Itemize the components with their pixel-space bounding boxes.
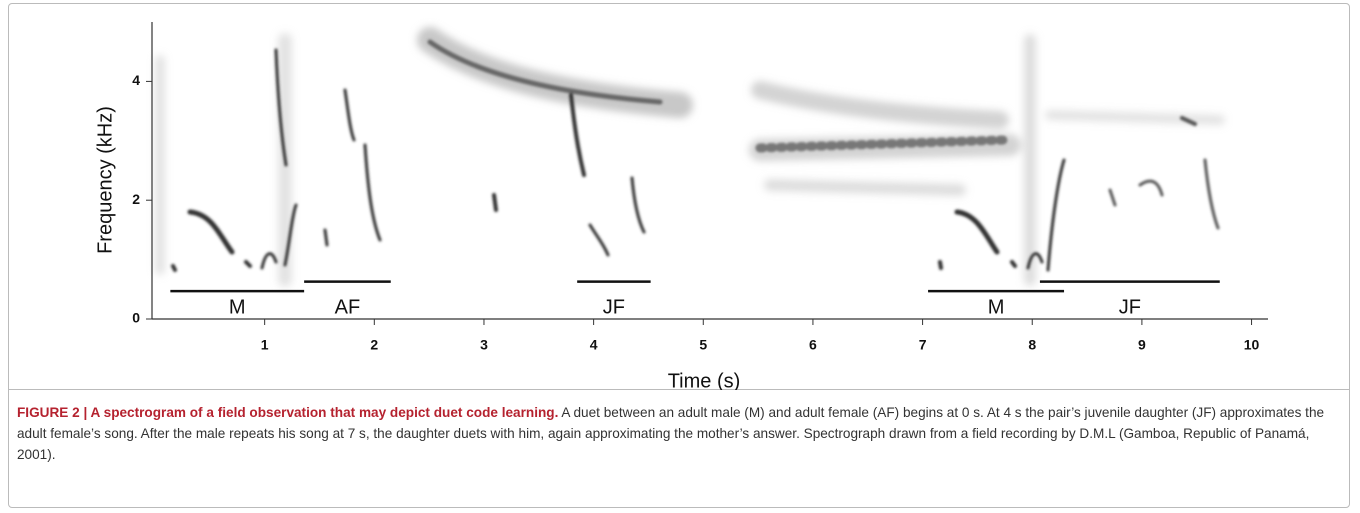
x-tick-label: 7 <box>919 337 927 353</box>
x-tick-label: 6 <box>809 337 817 353</box>
x-tick-label: 1 <box>261 337 269 353</box>
segment-label: M <box>229 296 246 318</box>
x-axis-label: Time (s) <box>668 370 741 390</box>
caption: FIGURE 2 | A spectrogram of a field obse… <box>17 402 1345 465</box>
separator <box>8 389 1350 390</box>
x-tick-label: 9 <box>1138 337 1146 353</box>
y-tick-label: 2 <box>132 191 140 207</box>
segment-label: JF <box>603 296 625 318</box>
spectrogram-image <box>155 27 1225 287</box>
figure-frame <box>8 3 1350 508</box>
x-tick-label: 10 <box>1244 337 1260 353</box>
x-tick-label: 8 <box>1028 337 1036 353</box>
spectrogram-chart: Time (s) Frequency (kHz) 1 2 3 4 5 6 7 8 9 10 0 2 4 M… <box>94 22 1268 390</box>
x-tick-label: 4 <box>590 337 598 353</box>
y-axis-label: Frequency (kHz) <box>94 106 116 254</box>
y-tick-label: 0 <box>132 310 140 326</box>
caption-text: A duet between an adult male (M) and adu… <box>17 405 1325 462</box>
segment-label: M <box>988 296 1005 318</box>
caption-title: FIGURE 2 | A spectrogram of a field obse… <box>17 405 559 420</box>
y-tick-label: 4 <box>132 72 140 88</box>
segment-label: AF <box>335 296 361 318</box>
x-tick-label: 5 <box>699 337 707 353</box>
x-tick-label: 2 <box>370 337 378 353</box>
segment-label: JF <box>1119 296 1141 318</box>
x-tick-label: 3 <box>480 337 488 353</box>
